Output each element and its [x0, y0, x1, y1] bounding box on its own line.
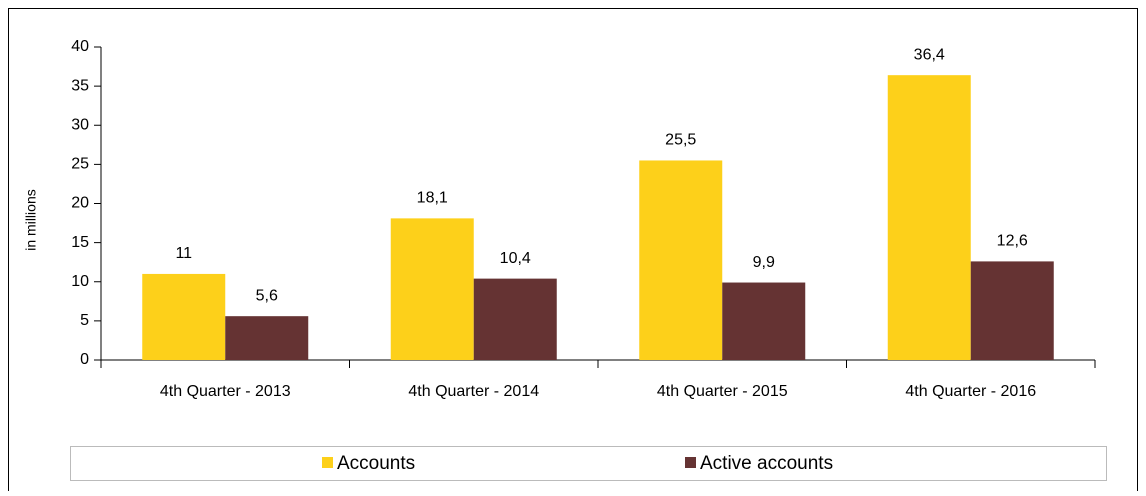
- y-tick-label: 0: [80, 351, 89, 368]
- bar: [970, 261, 1054, 360]
- data-label: 12,6: [997, 233, 1028, 250]
- x-tick-label: 4th Quarter - 2013: [160, 383, 291, 400]
- bar: [142, 273, 226, 360]
- x-tick-label: 4th Quarter - 2015: [657, 383, 788, 400]
- data-label: 10,4: [500, 250, 531, 267]
- data-label: 18,1: [417, 190, 448, 207]
- y-tick-label: 15: [71, 234, 89, 251]
- chart-frame: [8, 8, 1138, 496]
- y-tick-label: 40: [71, 38, 89, 55]
- x-tick-label: 4th Quarter - 2016: [905, 383, 1036, 400]
- bar: [390, 218, 474, 360]
- legend-swatch: [322, 457, 333, 468]
- legend-swatch: [685, 457, 696, 468]
- y-axis-label: in millions: [23, 189, 39, 250]
- data-label: 25,5: [665, 132, 696, 149]
- y-tick-label: 35: [71, 77, 89, 94]
- legend-box: [70, 446, 1107, 481]
- y-tick-label: 10: [71, 273, 89, 290]
- data-label: 11: [175, 245, 192, 262]
- bar: [639, 160, 723, 360]
- y-tick-label: 5: [80, 312, 89, 329]
- legend-label: Active accounts: [700, 453, 833, 474]
- bar: [225, 316, 309, 360]
- data-label: 36,4: [914, 46, 945, 63]
- data-label: 9,9: [753, 254, 775, 271]
- bar: [722, 282, 806, 360]
- y-tick-label: 20: [71, 195, 89, 212]
- y-tick-label: 30: [71, 116, 89, 133]
- bar: [473, 278, 557, 360]
- legend-label: Accounts: [337, 453, 415, 474]
- data-label: 5,6: [256, 287, 278, 304]
- bar: [887, 75, 971, 361]
- x-tick-label: 4th Quarter - 2014: [408, 383, 539, 400]
- y-tick-label: 25: [71, 156, 89, 173]
